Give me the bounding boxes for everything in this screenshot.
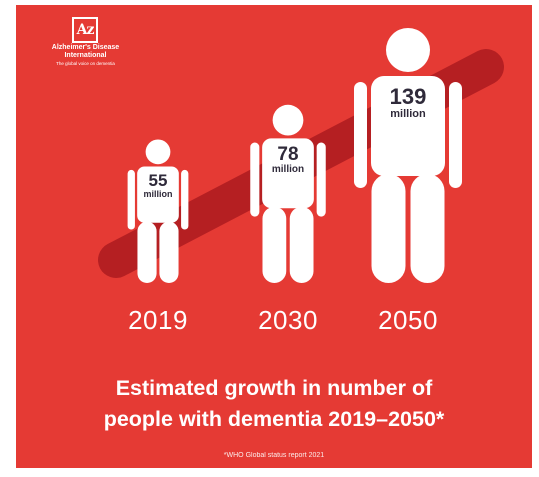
title-line-1: Estimated growth in number of — [115, 376, 433, 400]
unit-label-2019: million — [143, 189, 173, 200]
value-label-2050: 139 — [389, 84, 427, 109]
figure-arm-right — [316, 142, 326, 217]
figure-torso — [371, 76, 445, 176]
figure-head — [145, 139, 171, 165]
unit-label-2030: million — [271, 164, 305, 176]
value-label-2019: 55 — [148, 171, 168, 191]
figure-leg-left — [137, 221, 157, 283]
logo-mark: Az — [72, 17, 98, 43]
logo-name-line2: International — [64, 52, 107, 59]
year-label-2050: 2050 — [378, 305, 438, 335]
figure-leg-right — [289, 206, 314, 283]
figure-arm-left — [127, 169, 135, 230]
figure-leg-left — [371, 174, 406, 283]
logo-name: Alzheimer's Disease International — [38, 44, 133, 60]
year-label-2019: 2019 — [128, 305, 188, 335]
figure-arm-right — [449, 82, 462, 188]
figure-head — [272, 104, 304, 136]
year-label-2030: 2030 — [258, 305, 318, 335]
title-line-2: people with dementia 2019–2050* — [103, 407, 445, 431]
figure-arm-left — [250, 142, 260, 217]
infographic-title: Estimated growth in number of people wit… — [16, 373, 532, 435]
infographic-panel: Az Alzheimer's Disease International The… — [16, 5, 532, 468]
chart-svg — [98, 28, 504, 283]
figure-arm-left — [354, 82, 367, 188]
figure-head — [386, 28, 430, 72]
logo-name-line1: Alzheimer's Disease — [51, 44, 120, 51]
figure-leg-right — [159, 221, 179, 283]
figure-arm-right — [181, 169, 189, 230]
figure-leg-left — [262, 206, 287, 283]
figure-torso — [137, 166, 179, 223]
logo-tagline: The global voice on dementia — [56, 61, 115, 66]
figure-2030 — [250, 104, 326, 283]
footnote: *WHO Global status report 2021 — [223, 452, 325, 459]
figure-2019 — [127, 139, 189, 283]
adi-logo: Az Alzheimer's Disease International The… — [38, 17, 158, 77]
figure-leg-right — [410, 174, 445, 283]
logo-letters: Az — [76, 22, 95, 38]
figure-2050 — [354, 28, 462, 283]
unit-label-2050: million — [390, 108, 426, 120]
figure-torso — [262, 138, 314, 209]
value-label-2030: 78 — [277, 144, 299, 166]
